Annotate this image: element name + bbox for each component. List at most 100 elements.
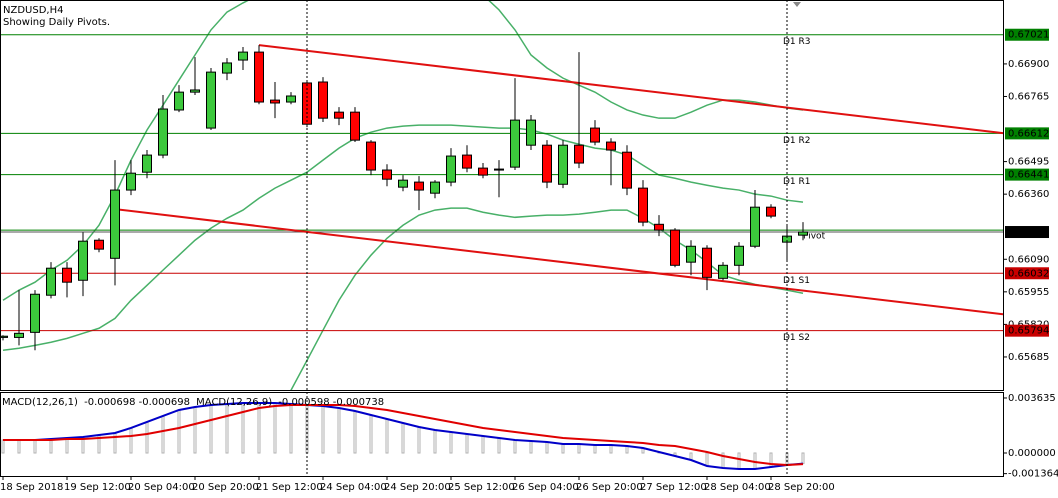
macd-histogram-bar bbox=[737, 452, 741, 470]
candle-body bbox=[286, 95, 296, 103]
band-line bbox=[2, 124, 804, 351]
pivot-level-box bbox=[1005, 324, 1049, 337]
macd-histogram-bar bbox=[417, 426, 421, 454]
price-frame bbox=[0, 0, 1004, 391]
macd-histogram-bar bbox=[225, 403, 229, 454]
pivot-level-box bbox=[1005, 168, 1049, 181]
x-tick-label: 24 Sep 20:00 bbox=[384, 482, 451, 493]
y-tick-label: 0.65955 bbox=[1008, 287, 1049, 298]
macd-histogram-bar bbox=[465, 433, 469, 454]
candle-body bbox=[510, 119, 520, 168]
x-tick-label: 28 Sep 04:00 bbox=[704, 482, 771, 493]
y-tick-label: 0.65685 bbox=[1008, 352, 1049, 363]
chart-title: NZDUSD,H4 bbox=[3, 5, 63, 16]
macd-histogram-bar bbox=[785, 452, 789, 466]
shift-marker bbox=[793, 2, 801, 7]
y-tick-label: 0.66360 bbox=[1008, 189, 1049, 200]
macd-histogram-bar bbox=[481, 435, 485, 454]
x-tick-label: 20 Sep 04:00 bbox=[128, 482, 195, 493]
macd-histogram-bar bbox=[49, 438, 53, 454]
pivot-level-value: 0.65794 bbox=[1008, 326, 1049, 337]
x-tick-label: 24 Sep 04:00 bbox=[320, 482, 387, 493]
macd-histogram-bar bbox=[353, 410, 357, 454]
candle-body bbox=[686, 245, 696, 263]
pivot-level-name: D1 R2 bbox=[783, 136, 811, 146]
macd-histogram-bar bbox=[561, 443, 565, 454]
macd-histogram-bar bbox=[801, 452, 805, 465]
pivot-level-name: D1 R3 bbox=[783, 37, 811, 47]
band-line bbox=[290, 207, 804, 390]
candle-body bbox=[238, 51, 248, 61]
x-tick-label: 27 Sep 12:00 bbox=[640, 482, 707, 493]
macd-histogram-bar bbox=[161, 415, 165, 454]
x-tick-label: 20 Sep 20:00 bbox=[192, 482, 259, 493]
candle-body bbox=[206, 71, 216, 129]
candle-body bbox=[0, 335, 8, 338]
x-tick-label: 25 Sep 12:00 bbox=[448, 482, 515, 493]
candle-body bbox=[638, 187, 648, 223]
macd-line bbox=[3, 403, 804, 466]
macd-histogram-bar bbox=[177, 409, 181, 454]
pivot-level-box bbox=[1005, 267, 1049, 280]
candle-body bbox=[462, 154, 472, 169]
candle-body bbox=[734, 245, 744, 266]
candle-body bbox=[750, 206, 760, 247]
x-tick-label: 28 Sep 20:00 bbox=[768, 482, 835, 493]
x-tick-label: 18 Sep 2018 bbox=[0, 482, 63, 493]
macd-histogram-bar bbox=[385, 418, 389, 454]
candle-body bbox=[446, 155, 456, 183]
y-tick-label: 0.66765 bbox=[1008, 91, 1049, 102]
candle-body bbox=[334, 111, 344, 119]
candle-body bbox=[798, 231, 808, 236]
candle-body bbox=[158, 108, 168, 156]
trendline bbox=[258, 44, 1003, 135]
macd-histogram-bar bbox=[545, 441, 549, 454]
macd-histogram-bar bbox=[209, 404, 213, 454]
pivot-name: Pivot bbox=[803, 232, 826, 242]
macd-histogram-bar bbox=[129, 427, 133, 454]
pivot-level-value: 0.66032 bbox=[1008, 268, 1049, 279]
macd-histogram-bar bbox=[401, 422, 405, 454]
candle-body bbox=[558, 144, 568, 185]
trendline bbox=[114, 208, 1003, 316]
candle-body bbox=[350, 111, 360, 141]
macd-histogram-bar bbox=[593, 444, 597, 454]
pivot-level-box bbox=[1005, 127, 1049, 140]
macd-histogram-bar bbox=[337, 407, 341, 454]
candle-body bbox=[78, 240, 88, 281]
macd-histogram-bar bbox=[65, 437, 69, 454]
macd-histogram-bar bbox=[1, 439, 5, 454]
macd-panel bbox=[1, 401, 805, 471]
pivot-level-name: D1 S2 bbox=[783, 333, 810, 343]
candle-body bbox=[478, 167, 488, 176]
candle-body bbox=[606, 141, 616, 151]
macd-histogram-bar bbox=[369, 414, 373, 454]
macd-histogram-bar bbox=[321, 405, 325, 454]
macd-frame bbox=[0, 392, 1004, 477]
macd-y-tick-label: -0.001364 bbox=[1008, 469, 1058, 480]
candle-body bbox=[270, 99, 280, 104]
y-tick-label: 0.66495 bbox=[1008, 157, 1049, 168]
macd-histogram-bar bbox=[241, 402, 245, 454]
macd-histogram-bar bbox=[497, 437, 501, 454]
macd-legend-values: -0.000598 -0.000738 bbox=[278, 397, 384, 408]
pivot-level-name: D1 R1 bbox=[783, 177, 811, 187]
candle-body bbox=[126, 172, 136, 191]
macd-y-tick-label: 0.000000 bbox=[1008, 448, 1056, 459]
candle-body bbox=[542, 144, 552, 183]
macd-histogram-bar bbox=[145, 421, 149, 454]
pivot-level-box bbox=[1005, 28, 1049, 41]
pivot-level-name: D1 S1 bbox=[783, 276, 810, 286]
candle-body bbox=[622, 151, 632, 189]
candle-body bbox=[670, 229, 680, 266]
macd-legend-name: MACD(12,26,1) bbox=[2, 397, 78, 408]
candle-body bbox=[14, 332, 24, 338]
macd-histogram-bar bbox=[17, 439, 21, 454]
pivot-level-value: 0.67021 bbox=[1008, 30, 1049, 41]
candle-body bbox=[190, 89, 200, 93]
x-tick-label: 26 Sep 20:00 bbox=[576, 482, 643, 493]
macd-histogram-bar bbox=[513, 439, 517, 454]
candle-body bbox=[174, 91, 184, 111]
